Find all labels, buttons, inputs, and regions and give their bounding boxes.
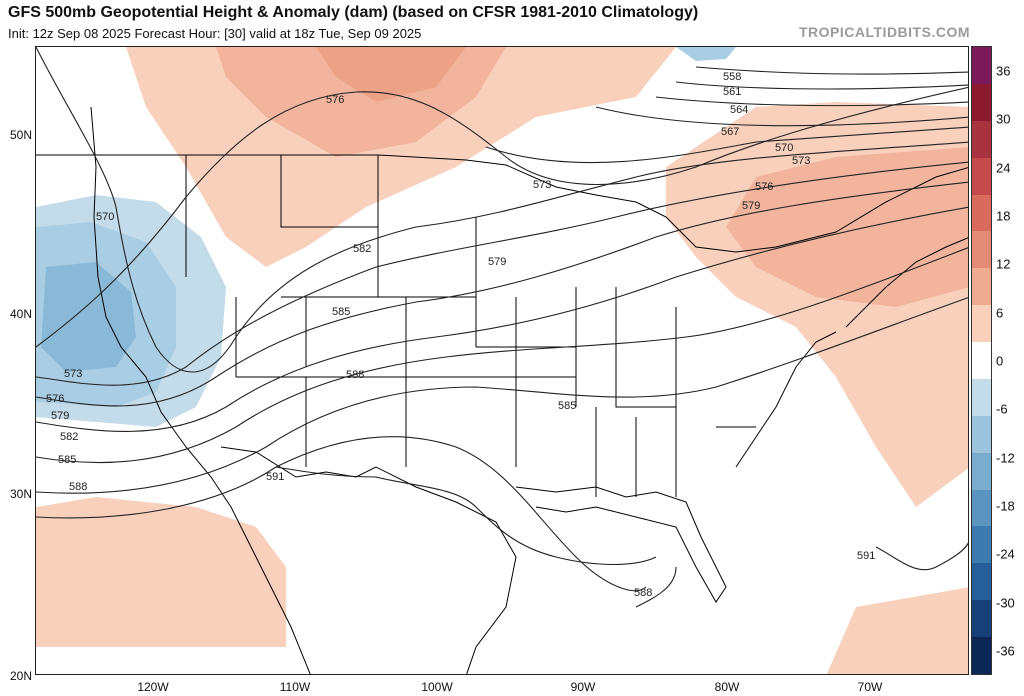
contour-label: 585 [58,454,76,466]
colorbar-label: 0 [996,353,1004,369]
contour-label: 570 [96,211,114,223]
colorbar-segment [972,415,991,454]
contour-label: 570 [775,142,793,154]
colorbar-segment [972,526,991,564]
lon-label-120w: 120W [137,680,169,694]
map-panel: 576 558 561 564 567 570 573 576 579 570 … [35,46,969,675]
contour-label: 579 [742,200,760,212]
lon-label-100w: 100W [421,680,453,694]
colorbar-label: 6 [996,305,1004,321]
contour-label: 588 [346,369,364,381]
colorbar-segment [972,120,991,159]
lon-label-70w: 70W [857,680,883,694]
contour-label: 585 [332,306,350,318]
lat-label-40n: 40N [9,307,32,321]
colorbar-label: -30 [996,595,1015,611]
colorbar-label: -12 [996,450,1015,466]
colorbar-segment [972,194,991,232]
colorbar-segment [972,600,991,638]
colorbar-segment [972,83,991,122]
colorbar-label: -18 [996,498,1015,514]
contour-label: 558 [723,71,741,83]
lat-label-50n: 50N [9,128,32,142]
contour-label: 579 [51,410,69,422]
contour-label: 576 [326,94,344,106]
colorbar-label: -24 [996,546,1015,562]
colorbar-segment [972,268,991,306]
colorbar-segment [972,452,991,491]
credit-label: TROPICALTIDBITS.COM [798,24,970,40]
contour-labels: 576 558 561 564 567 570 573 576 579 570 … [46,71,875,599]
contour-label: 573 [533,179,551,191]
contour-label: 585 [558,400,576,412]
colorbar-segment [972,378,991,417]
contour-label: 573 [64,368,82,380]
height-contours [36,47,968,608]
colorbar-segment [972,47,991,85]
colorbar-label: 24 [996,160,1011,176]
colorbar-label: 30 [996,111,1011,127]
contour-label: 576 [755,181,773,193]
contour-label: 564 [730,104,748,116]
colorbar-label: -36 [996,643,1015,659]
colorbar-segment [972,342,991,380]
coastlines-and-borders [36,106,968,674]
colorbar-label: 18 [996,208,1011,224]
lon-label-80w: 80W [714,680,740,694]
contour-label: 588 [634,587,652,599]
colorbar-segment [972,489,991,527]
map-subtitle: Init: 12z Sep 08 2025 Forecast Hour: [30… [8,26,422,41]
anomaly-colorbar [971,46,992,675]
colorbar-segment [972,563,991,601]
lon-label-110w: 110W [279,680,311,694]
map-title: GFS 500mb Geopotential Height & Anomaly … [8,4,699,21]
colorbar-label: 36 [996,63,1011,79]
colorbar-segment [972,305,991,343]
positive-anomaly-shading [36,47,968,674]
contour-label: 582 [353,243,371,255]
contour-label: 579 [488,256,506,268]
lat-label-20n: 20N [9,669,32,683]
colorbar-label: -6 [996,401,1008,417]
colorbar-label: 12 [996,256,1011,272]
contour-label: 588 [69,481,87,493]
lon-label-90w: 90W [570,680,596,694]
contour-label: 582 [60,431,78,443]
colorbar-segment [972,637,991,675]
contour-label: 591 [266,471,284,483]
colorbar-segment [972,231,991,269]
contour-label: 576 [46,393,64,405]
colorbar-segment [972,157,991,196]
contour-label: 561 [723,86,741,98]
lat-label-30n: 30N [9,487,32,501]
contour-label: 573 [792,155,810,167]
contour-label: 567 [721,126,739,138]
contour-label: 591 [857,550,875,562]
anomaly-map: 576 558 561 564 567 570 573 576 579 570 … [36,47,968,674]
